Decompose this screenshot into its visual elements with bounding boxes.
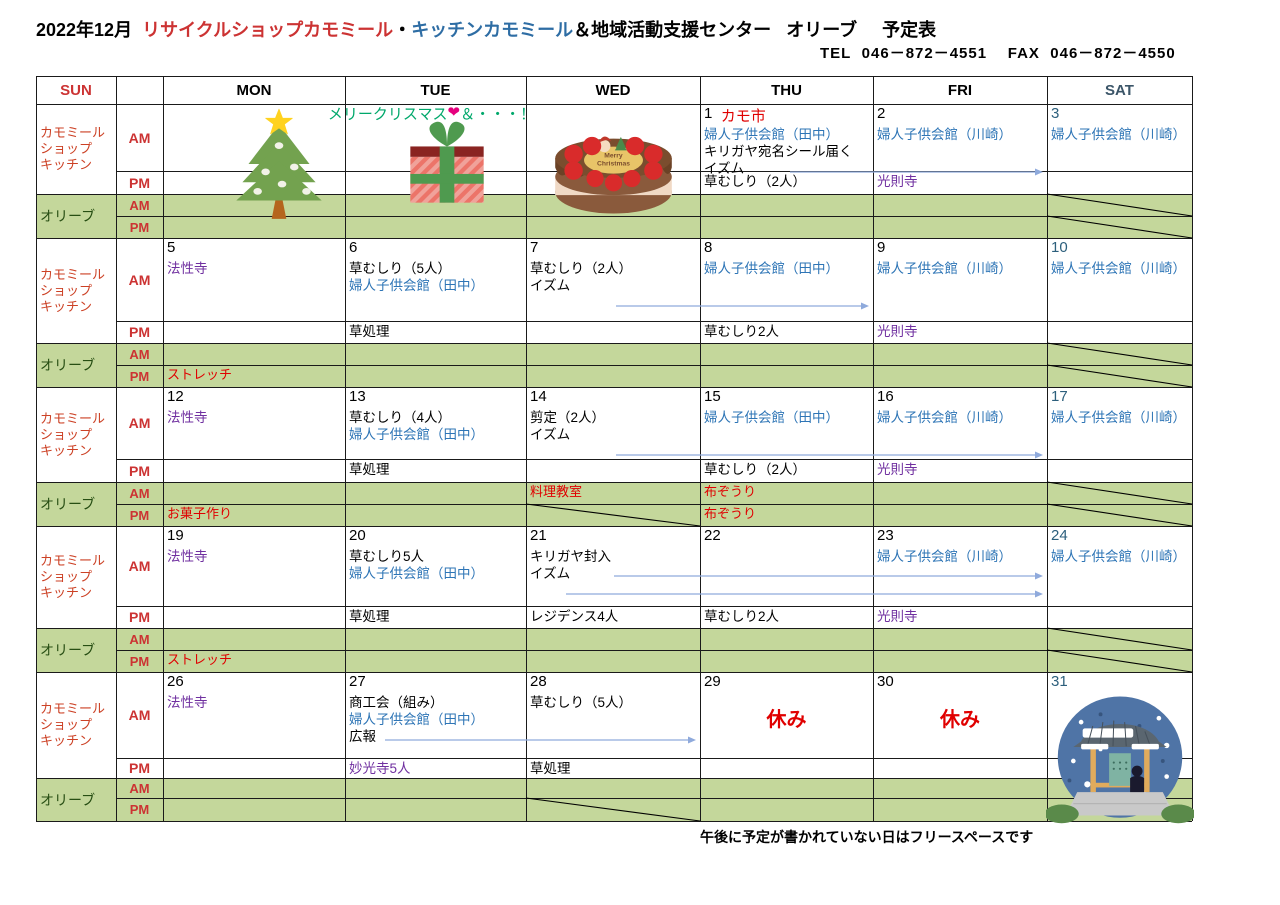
svg-text:Christmas: Christmas <box>596 161 629 168</box>
svg-text:Merry: Merry <box>604 153 623 160</box>
